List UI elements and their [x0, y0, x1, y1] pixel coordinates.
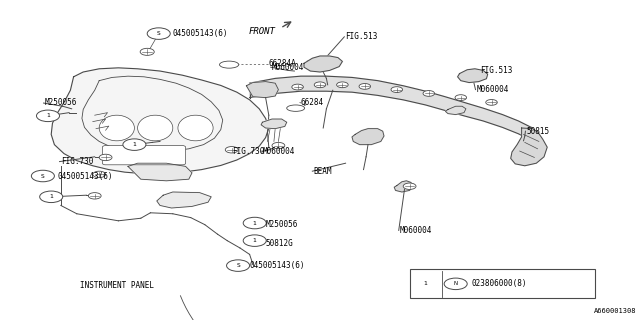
Ellipse shape [99, 115, 134, 141]
Circle shape [391, 87, 403, 92]
Circle shape [292, 84, 303, 90]
Text: 1: 1 [132, 142, 136, 147]
Text: S: S [41, 173, 45, 179]
Polygon shape [250, 76, 531, 140]
Bar [410, 269, 595, 298]
Polygon shape [304, 56, 342, 72]
Text: FIG.730: FIG.730 [232, 148, 265, 156]
Text: 045005143(6): 045005143(6) [173, 29, 228, 38]
Text: S: S [236, 263, 240, 268]
Text: 1: 1 [253, 238, 257, 243]
Circle shape [403, 183, 416, 189]
Circle shape [337, 82, 348, 88]
Text: 66284: 66284 [301, 98, 324, 107]
Circle shape [123, 139, 146, 150]
Text: 045005143(6): 045005143(6) [58, 172, 113, 180]
Circle shape [486, 100, 497, 105]
Polygon shape [458, 69, 488, 83]
Text: FIG.513: FIG.513 [346, 32, 378, 41]
Circle shape [251, 220, 264, 227]
Text: M060004: M060004 [272, 63, 305, 72]
Text: M060004: M060004 [400, 226, 433, 235]
Circle shape [251, 237, 264, 244]
Circle shape [227, 260, 250, 271]
Polygon shape [445, 106, 466, 115]
Polygon shape [261, 119, 287, 129]
Ellipse shape [178, 115, 213, 141]
Circle shape [40, 191, 63, 203]
Circle shape [272, 142, 285, 149]
Circle shape [414, 278, 437, 290]
Text: 66284A: 66284A [269, 60, 296, 68]
Polygon shape [157, 192, 211, 208]
Ellipse shape [220, 61, 239, 68]
Circle shape [359, 84, 371, 89]
Circle shape [93, 171, 106, 178]
Text: M060004: M060004 [477, 85, 509, 94]
Circle shape [88, 193, 101, 199]
Circle shape [36, 110, 60, 122]
Circle shape [423, 91, 435, 96]
Ellipse shape [287, 105, 305, 111]
Polygon shape [511, 128, 547, 166]
Circle shape [455, 95, 467, 100]
Text: 023806000(8): 023806000(8) [471, 279, 527, 288]
Polygon shape [394, 181, 413, 192]
Polygon shape [352, 129, 384, 145]
Text: FIG.730: FIG.730 [61, 157, 93, 166]
Polygon shape [246, 82, 278, 98]
FancyBboxPatch shape [102, 146, 186, 165]
Polygon shape [128, 163, 192, 181]
Text: 1: 1 [46, 113, 50, 118]
Text: N: N [454, 281, 458, 286]
Text: M250056: M250056 [266, 220, 298, 229]
Circle shape [140, 48, 154, 55]
Circle shape [243, 217, 266, 229]
Circle shape [444, 278, 467, 290]
Circle shape [314, 82, 326, 88]
Text: FIG.513: FIG.513 [480, 66, 513, 75]
Text: 1: 1 [424, 281, 428, 286]
Circle shape [225, 147, 238, 153]
Ellipse shape [138, 115, 173, 141]
Text: A660001308: A660001308 [595, 308, 637, 314]
Text: 50812G: 50812G [266, 239, 293, 248]
Text: 50815: 50815 [527, 127, 550, 136]
Circle shape [99, 154, 112, 161]
Text: 1: 1 [253, 220, 257, 226]
Text: 1: 1 [49, 194, 53, 199]
Circle shape [243, 235, 266, 246]
Polygon shape [51, 68, 269, 173]
Circle shape [147, 28, 170, 39]
Text: M060004: M060004 [262, 148, 295, 156]
Text: S: S [157, 31, 161, 36]
Circle shape [31, 170, 54, 182]
Text: M250056: M250056 [45, 98, 77, 107]
Text: BEAM: BEAM [314, 167, 332, 176]
Text: FRONT: FRONT [248, 28, 275, 36]
Text: 045005143(6): 045005143(6) [250, 261, 305, 270]
Text: INSTRUMENT PANEL: INSTRUMENT PANEL [80, 281, 154, 290]
